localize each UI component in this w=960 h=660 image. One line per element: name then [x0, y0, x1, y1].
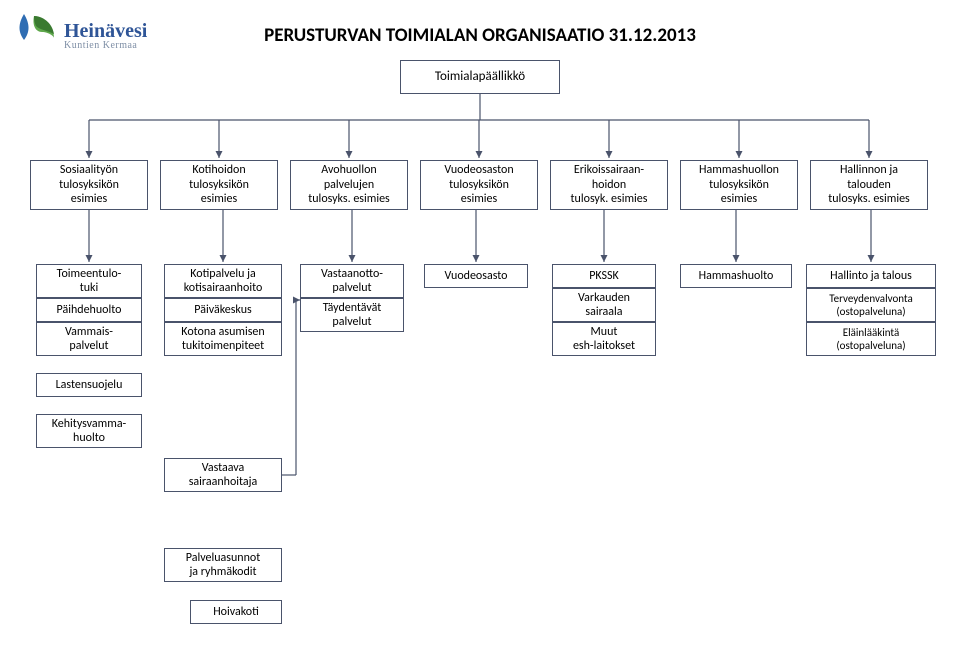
box-vuodeosasto: Vuodeosasto [424, 264, 528, 288]
box-kotipalvelu-kotisairaanhoito: Kotipalvelu ja kotisairaanhoito [164, 264, 282, 298]
box-palveluasunnot-ryhmakodit: Palveluasunnot ja ryhmäkodit [164, 548, 282, 582]
box-pkssk: PKSSK [552, 264, 656, 288]
box-hoivakoti: Hoivakoti [190, 600, 282, 624]
box-muut-esh-laitokset: Muut esh-laitokset [552, 322, 656, 356]
box-hallinto-talous: Hallinto ja talous [806, 264, 936, 288]
box-terveydenvalvonta: Terveydenvalvonta (ostopalveluna) [806, 288, 936, 322]
box-kehitysvammahuolto: Kehitysvamma- huolto [36, 414, 142, 448]
box-vammaispalvelut: Vammais- palvelut [36, 322, 142, 356]
box-taydentavat-palvelut: Täydentävät palvelut [300, 298, 404, 332]
box-sosiaalityon-esimies: Sosiaalityön tulosyksikön esimies [30, 160, 148, 210]
box-vastaava-sairaanhoitaja: Vastaava sairaanhoitaja [164, 458, 282, 492]
box-erikoissairaanhoidon-esimies: Erikoissairaan- hoidon tulosyk. esimies [550, 160, 668, 210]
box-hammashuolto: Hammashuolto [680, 264, 792, 288]
box-toimialapaallikko: Toimialapäällikkö [400, 60, 560, 94]
box-paihdehuolto: Päihdehuolto [36, 298, 142, 322]
box-hammashuollon-esimies: Hammashuollon tulosyksikön esimies [680, 160, 798, 210]
page-title: PERUSTURVAN TOIMIALAN ORGANISAATIO 31.12… [0, 24, 960, 47]
box-avohuollon-esimies: Avohuollon palvelujen tulosyks. esimies [290, 160, 408, 210]
box-lastensuojelu: Lastensuojelu [36, 373, 142, 397]
box-vuodeosaston-esimies: Vuodeosaston tulosyksikön esimies [420, 160, 538, 210]
box-hallinnon-talouden-esimies: Hallinnon ja talouden tulosyks. esimies [810, 160, 928, 210]
box-elainlaakinta: Eläinlääkintä (ostopalveluna) [806, 322, 936, 356]
box-kotona-asumisen-tukitoimenpiteet: Kotona asumisen tukitoimenpiteet [164, 322, 282, 356]
box-vastaanottopalvelut: Vastaanotto- palvelut [300, 264, 404, 298]
box-varkauden-sairaala: Varkauden sairaala [552, 288, 656, 322]
box-paivakeskus: Päiväkeskus [164, 298, 282, 322]
box-kotihoidon-esimies: Kotihoidon tulosyksikön esimies [160, 160, 278, 210]
box-toimeentulotuki: Toimeentulo- tuki [36, 264, 142, 298]
